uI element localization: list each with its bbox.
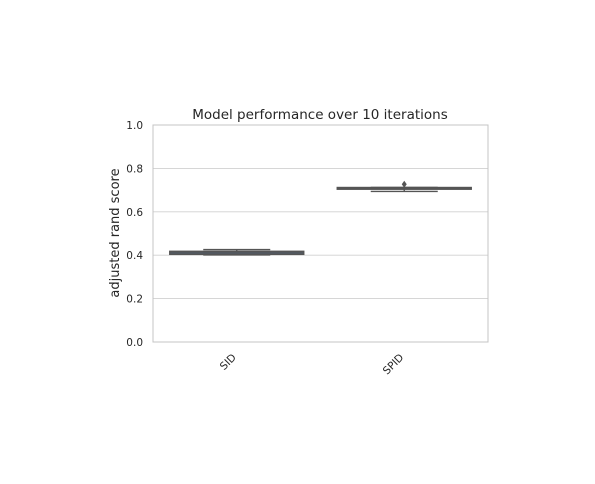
y-tick-label: 0.0 xyxy=(126,337,143,349)
box-sid xyxy=(169,248,305,256)
y-tick-label: 0.4 xyxy=(126,250,143,262)
box-spid xyxy=(336,180,472,193)
y-tick-label: 0.8 xyxy=(126,163,143,175)
chart-title: Model performance over 10 iterations xyxy=(192,107,448,123)
y-tick-label: 0.6 xyxy=(126,207,143,219)
x-tick-label: SPID xyxy=(381,352,407,378)
y-tick-label: 1.0 xyxy=(126,120,143,132)
x-tick-labels: SID SPID xyxy=(218,352,407,378)
grid-lines xyxy=(153,124,488,343)
box-plot-boxes xyxy=(169,180,472,256)
plot-frame xyxy=(152,124,489,343)
x-tick-label: SID xyxy=(218,352,239,373)
outlier-point xyxy=(401,180,407,188)
y-tick-labels: 0.0 0.2 0.4 0.6 0.8 1.0 xyxy=(126,120,143,349)
y-axis-label: adjusted rand score xyxy=(108,168,123,297)
y-tick-label: 0.2 xyxy=(126,294,143,306)
